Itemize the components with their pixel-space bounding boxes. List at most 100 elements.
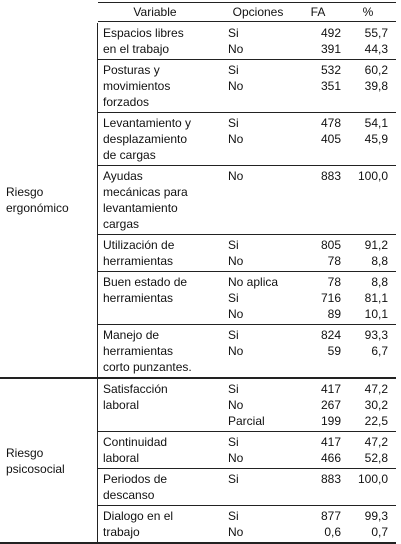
row-separator [98, 468, 396, 469]
percent-value: 52,8 [364, 451, 388, 465]
fa-value: 466 [320, 451, 341, 465]
vertical-rule [97, 23, 98, 377]
row-separator [98, 59, 396, 60]
row-separator [98, 324, 396, 325]
percent-value: 100,0 [357, 169, 388, 183]
percent-value: 60,2 [364, 63, 388, 77]
variable-text: de cargas [103, 148, 156, 162]
fa-value: 883 [320, 169, 341, 183]
variable-text: herramientas [103, 344, 174, 358]
option-text: No [228, 398, 244, 412]
percent-value: 93,3 [364, 328, 388, 342]
variable-text: Buen estado de [103, 275, 188, 289]
fa-value: 532 [320, 63, 341, 77]
row-separator [98, 271, 396, 272]
variable-text: Levantamiento y [103, 116, 192, 130]
percent-value: 55,7 [364, 26, 388, 40]
percent-value: 44,3 [364, 42, 388, 56]
percent-value: 30,2 [364, 398, 388, 412]
row-separator [98, 234, 396, 235]
variable-text: corto punzantes. [103, 360, 192, 374]
variable-text: Utilización de [103, 238, 175, 252]
percent-value: 47,2 [364, 382, 388, 396]
option-text: No [228, 132, 244, 146]
percent-value: 22,5 [364, 414, 388, 428]
fa-value: 0,6 [324, 525, 341, 539]
variable-text: Periodos de [103, 472, 168, 486]
top-rule [98, 2, 396, 3]
percent-value: 8,8 [371, 275, 388, 289]
variable-text: laboral [103, 451, 140, 465]
variable-text: herramientas [103, 254, 174, 268]
header-cell: Variable [133, 5, 177, 19]
group-rule [0, 377, 396, 379]
variable-text: cargas [103, 217, 140, 231]
row-separator [98, 431, 396, 432]
variable-text: descanso [103, 488, 155, 502]
variable-text: Continuidad [103, 435, 168, 449]
option-text: No [228, 525, 244, 539]
fa-value: 78 [327, 275, 341, 289]
variable-text: Espacios libres [103, 26, 184, 40]
fa-value: 391 [320, 42, 341, 56]
group-label: ergonómico [6, 201, 69, 215]
option-text: No [228, 254, 244, 268]
percent-value: 45,9 [364, 132, 388, 146]
header-rule [98, 21, 396, 22]
percent-value: 0,7 [371, 525, 388, 539]
variable-text: mecánicas para [103, 185, 188, 199]
option-text: No [228, 344, 244, 358]
fa-value: 78 [327, 254, 341, 268]
variable-text: desplazamiento [103, 132, 188, 146]
row-separator [98, 112, 396, 113]
fa-value: 478 [320, 116, 341, 130]
fa-value: 351 [320, 79, 341, 93]
percent-value: 47,2 [364, 435, 388, 449]
option-text: Si [228, 116, 239, 130]
option-text: Si [228, 26, 239, 40]
option-text: Si [228, 382, 239, 396]
option-text: No [228, 451, 244, 465]
fa-value: 417 [320, 435, 341, 449]
variable-text: levantamiento [103, 201, 178, 215]
group-label: psicosocial [6, 461, 65, 476]
option-text: Si [228, 435, 239, 449]
option-text: No [228, 42, 244, 56]
option-text: Si [228, 472, 239, 486]
percent-value: 100,0 [357, 472, 388, 486]
fa-value: 492 [320, 26, 341, 40]
option-text: No [228, 307, 244, 321]
fa-value: 199 [320, 414, 341, 428]
percent-value: 39,8 [364, 79, 388, 93]
option-text: Si [228, 291, 239, 305]
variable-text: herramientas [103, 291, 174, 305]
fa-value: 877 [320, 509, 341, 523]
header-cell: FA [310, 5, 326, 19]
row-separator [98, 165, 396, 166]
fa-value: 405 [320, 132, 341, 146]
percent-value: 10,1 [364, 307, 388, 321]
fa-value: 716 [320, 291, 341, 305]
header-cell: % [362, 5, 374, 19]
percent-value: 99,3 [364, 509, 388, 523]
variable-text: Manejo de [103, 328, 160, 342]
variable-text: movimientos [103, 79, 171, 93]
percent-value: 81,1 [364, 291, 388, 305]
variable-text: Ayudas [103, 169, 143, 183]
fa-value: 805 [320, 238, 341, 252]
variable-text: trabajo [103, 525, 140, 539]
fa-value: 417 [320, 382, 341, 396]
option-text: Si [228, 238, 239, 252]
option-text: No [228, 169, 244, 183]
option-text: Si [228, 328, 239, 342]
fa-value: 89 [327, 307, 341, 321]
variable-text: Satisfacción [103, 382, 168, 396]
header-cell: Opciones [232, 5, 284, 19]
fa-value: 824 [320, 328, 341, 342]
option-text: Si [228, 509, 239, 523]
percent-value: 6,7 [371, 344, 388, 358]
fa-value: 267 [320, 398, 341, 412]
variable-text: Posturas y [103, 63, 160, 77]
row-separator [98, 505, 396, 506]
